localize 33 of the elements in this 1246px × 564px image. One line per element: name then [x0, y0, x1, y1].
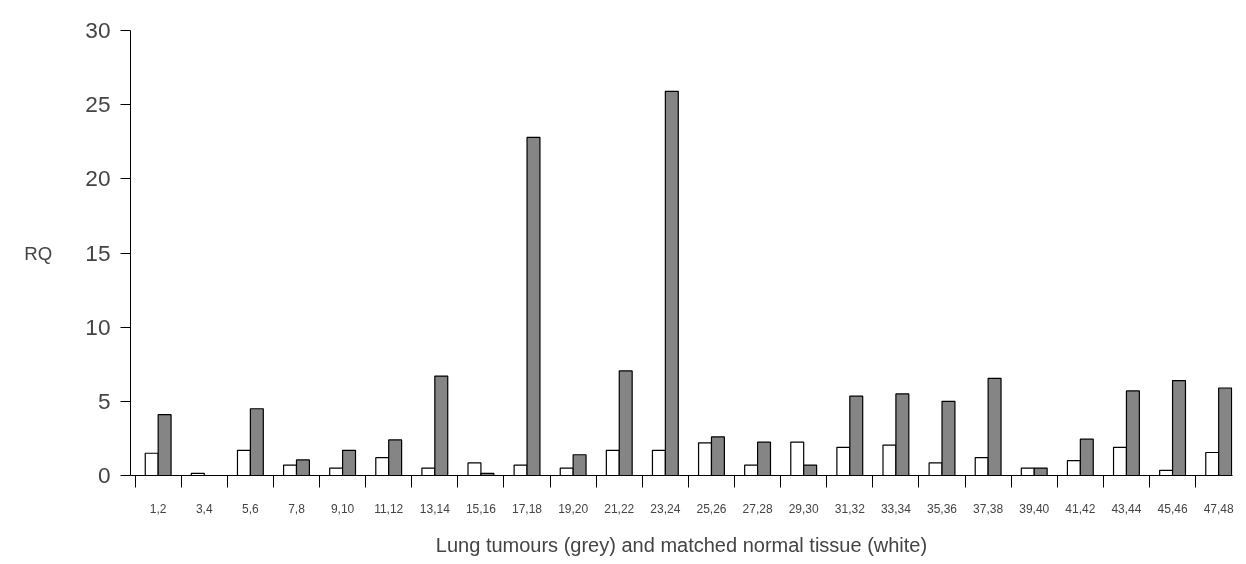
- x-tick-label: 47,48: [1203, 501, 1235, 516]
- y-tick-label: 5: [97, 387, 111, 414]
- x-tick-label: 31,32: [834, 501, 866, 516]
- x-tick-label: 13,14: [419, 501, 451, 516]
- x-tick-label: 5,6: [242, 501, 260, 516]
- y-tick-label: 20: [85, 165, 111, 192]
- x-tick-label: 27,28: [742, 501, 773, 516]
- x-tick-label: 45,46: [1157, 501, 1188, 516]
- x-tick-label: 3,4: [195, 501, 213, 516]
- x-tick-label: 21,22: [604, 501, 635, 516]
- x-tick-label: 25,26: [696, 501, 727, 516]
- x-tick-label: 7,8: [288, 501, 306, 516]
- y-tick-label: 25: [85, 91, 111, 118]
- y-axis-title: RQ: [24, 242, 53, 264]
- x-tick-label: 39,40: [1019, 501, 1050, 516]
- y-tick-label: 10: [85, 313, 111, 340]
- x-tick-label: 43,44: [1111, 501, 1142, 516]
- x-tick-label: 9,10: [330, 501, 355, 516]
- x-tick-label: 35,36: [927, 501, 958, 516]
- x-tick-label: 29,30: [788, 501, 820, 516]
- x-tick-label: 23,24: [650, 501, 681, 516]
- y-tick-label: 15: [85, 239, 111, 266]
- x-tick-label: 37,38: [973, 501, 1004, 516]
- x-tick-label: 17,18: [512, 501, 543, 516]
- x-axis-title: Lung tumours (grey) and matched normal tissue (white): [435, 533, 928, 556]
- x-tick-label: 41,42: [1065, 501, 1096, 516]
- x-tick-label: 19,20: [558, 501, 589, 516]
- x-tick-label: 33,34: [880, 501, 912, 516]
- y-tick-label: 0: [97, 462, 111, 488]
- x-tick-label: 15,16: [465, 501, 497, 516]
- x-tick-label: 11,12: [374, 501, 404, 516]
- x-tick-label: 1,2: [149, 501, 167, 516]
- y-tick-label: 30: [85, 17, 111, 43]
